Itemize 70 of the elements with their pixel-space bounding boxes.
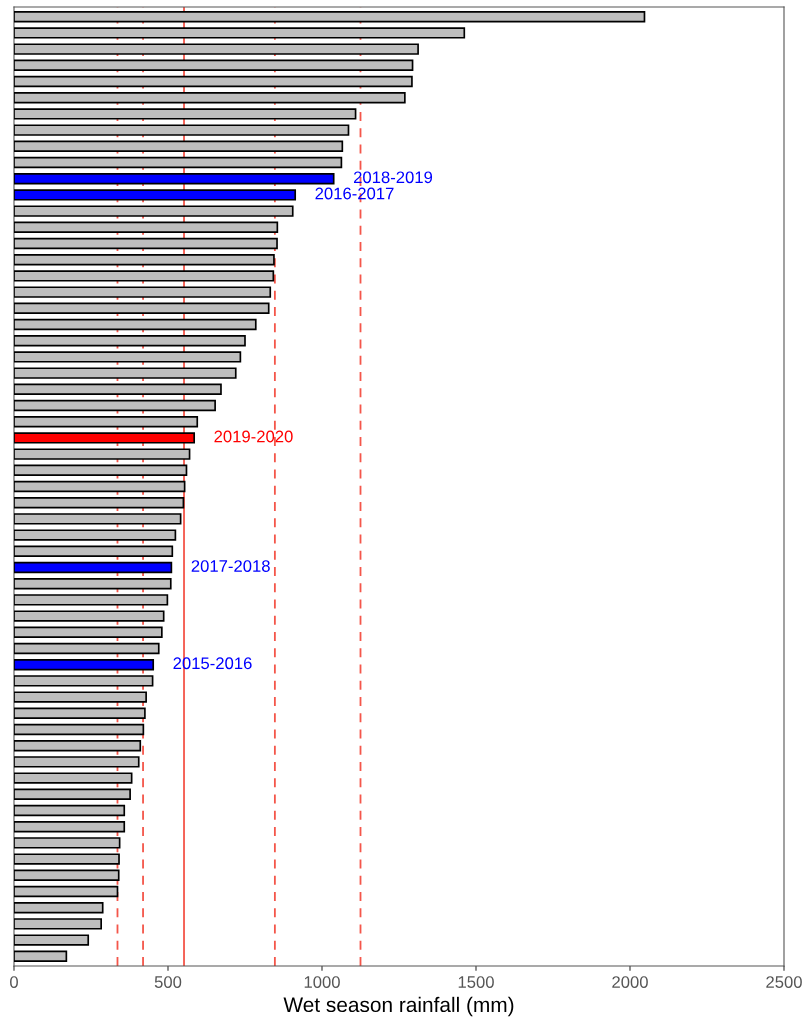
x-tick-label: 1500 bbox=[458, 976, 494, 988]
bar bbox=[14, 837, 121, 849]
bar bbox=[14, 43, 419, 55]
bar bbox=[14, 399, 216, 412]
bar bbox=[14, 658, 155, 671]
bar bbox=[14, 723, 145, 736]
bar bbox=[14, 318, 257, 331]
bar bbox=[14, 675, 154, 687]
bar bbox=[14, 626, 163, 638]
bar bbox=[14, 270, 275, 282]
bar bbox=[14, 513, 182, 525]
bar bbox=[14, 108, 357, 120]
x-axis-title: Wet season rainfall (mm) bbox=[283, 996, 514, 1017]
bar bbox=[14, 205, 294, 217]
bar bbox=[14, 578, 172, 590]
bar bbox=[14, 545, 174, 557]
bar bbox=[14, 772, 133, 784]
bar bbox=[14, 75, 413, 88]
bar bbox=[14, 918, 102, 930]
bar bbox=[14, 92, 406, 104]
bar bbox=[14, 140, 344, 153]
bar bbox=[14, 448, 191, 460]
bar bbox=[14, 124, 350, 136]
bar bbox=[14, 497, 185, 509]
bar bbox=[14, 950, 68, 962]
bar bbox=[14, 254, 275, 266]
bar bbox=[14, 189, 297, 201]
bar bbox=[14, 820, 126, 833]
bar bbox=[14, 885, 119, 898]
bar bbox=[14, 642, 160, 655]
bar bbox=[14, 156, 343, 169]
bar bbox=[14, 286, 272, 298]
bar bbox=[14, 610, 165, 622]
bar bbox=[14, 853, 120, 865]
bar bbox=[14, 59, 414, 72]
data-label: 2017-2018 bbox=[191, 560, 270, 572]
bar bbox=[14, 432, 196, 444]
bar bbox=[14, 934, 90, 946]
bar bbox=[14, 351, 242, 363]
bar bbox=[14, 804, 126, 817]
bar bbox=[14, 237, 278, 250]
bar bbox=[14, 480, 186, 493]
data-label: 2016-2017 bbox=[315, 187, 394, 200]
x-tick-label: 500 bbox=[154, 976, 182, 988]
bar bbox=[14, 756, 140, 768]
bar bbox=[14, 561, 173, 574]
bar bbox=[14, 335, 246, 347]
x-tick-label: 2000 bbox=[612, 976, 648, 988]
bar bbox=[14, 221, 279, 234]
bar bbox=[14, 788, 131, 800]
bar bbox=[14, 707, 146, 719]
x-tick-label: 2500 bbox=[766, 976, 802, 988]
bar bbox=[14, 383, 222, 395]
bar bbox=[14, 27, 466, 39]
data-label: 2019-2020 bbox=[214, 430, 293, 443]
bar bbox=[14, 739, 142, 752]
x-tick-label: 1000 bbox=[304, 976, 340, 988]
bar bbox=[14, 302, 270, 315]
bar bbox=[14, 901, 104, 914]
bar bbox=[14, 416, 199, 428]
data-label: 2018-2019 bbox=[353, 171, 433, 184]
bar bbox=[14, 691, 147, 703]
bar bbox=[14, 529, 177, 541]
bar bbox=[14, 11, 646, 23]
x-tick-label: 0 bbox=[10, 976, 18, 988]
bar bbox=[14, 367, 237, 379]
bar bbox=[14, 464, 188, 476]
bar bbox=[14, 869, 120, 881]
bar bbox=[14, 594, 169, 606]
bar bbox=[14, 173, 335, 185]
